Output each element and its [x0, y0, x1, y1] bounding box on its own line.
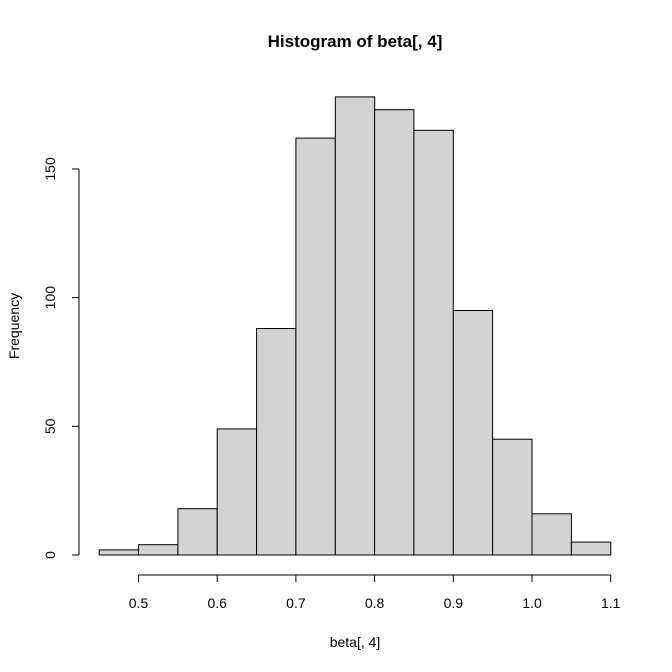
histogram-bar — [98, 549, 139, 556]
chart-title: Histogram of beta[, 4] — [268, 32, 443, 51]
histogram-bar — [413, 129, 454, 556]
x-tick-label: 1.1 — [601, 595, 621, 611]
histogram-bar — [256, 328, 297, 556]
histogram-bar — [452, 310, 494, 556]
y-tick-label: 100 — [42, 286, 58, 310]
x-axis: 0.5 0.6 0.7 0.8 0.9 1.0 1.1 — [129, 574, 621, 611]
histogram-bar — [138, 544, 179, 556]
histogram-bar — [570, 541, 612, 556]
histogram-bars — [98, 96, 612, 556]
histogram-bar — [295, 137, 336, 556]
histogram-bar — [334, 96, 376, 556]
histogram-bar — [374, 109, 415, 556]
y-tick-label: 150 — [42, 157, 58, 181]
x-tick-label: 0.8 — [365, 595, 385, 611]
y-axis-label: Frequency — [6, 293, 22, 359]
x-axis-label: beta[, 4] — [330, 634, 381, 650]
x-tick-label: 0.7 — [286, 595, 306, 611]
histogram-bar — [216, 428, 258, 556]
histogram-bar — [177, 508, 218, 556]
histogram-bar — [531, 513, 572, 556]
x-tick-label: 0.5 — [129, 595, 149, 611]
y-axis: 0 50 100 150 — [42, 157, 80, 559]
x-tick-label: 0.6 — [207, 595, 227, 611]
y-tick-label: 0 — [42, 551, 58, 559]
x-tick-label: 0.9 — [444, 595, 464, 611]
histogram-bar — [492, 438, 533, 556]
y-tick-label: 50 — [42, 418, 58, 434]
x-tick-label: 1.0 — [522, 595, 542, 611]
